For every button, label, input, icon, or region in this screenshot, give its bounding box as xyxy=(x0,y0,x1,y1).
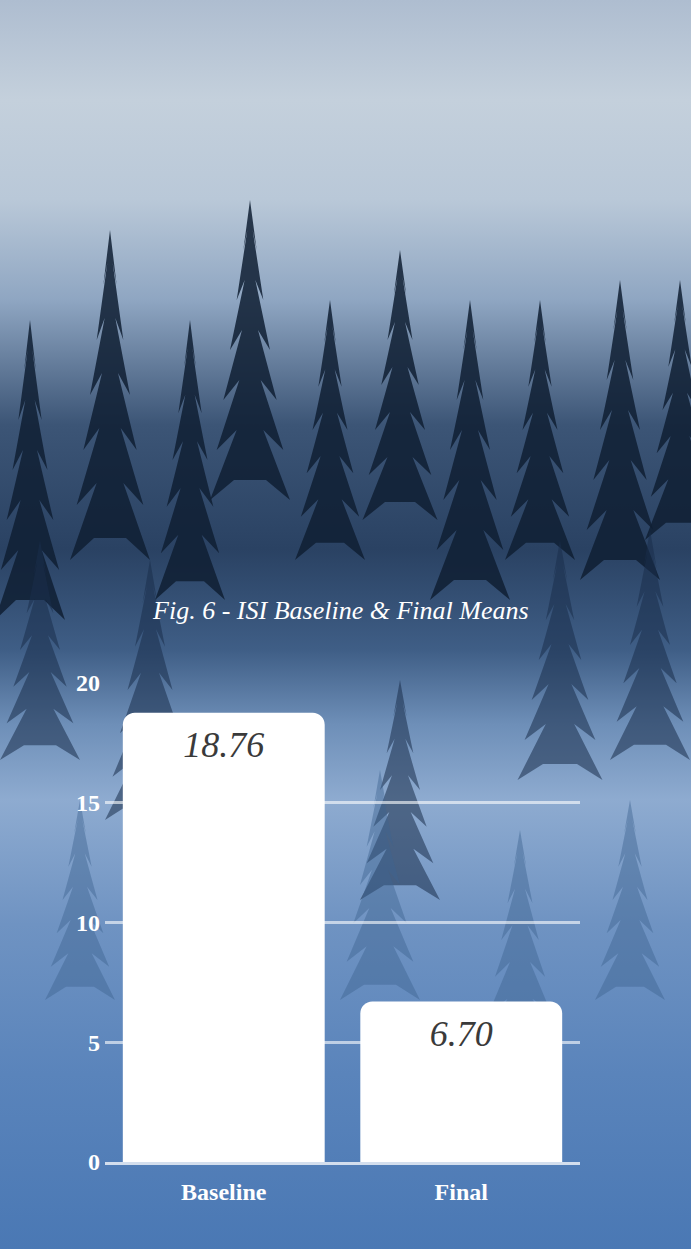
svg-text:6.70: 6.70 xyxy=(430,1014,493,1054)
svg-text:15: 15 xyxy=(76,790,100,816)
svg-text:20: 20 xyxy=(76,670,100,696)
svg-text:0: 0 xyxy=(88,1149,100,1175)
svg-text:10: 10 xyxy=(76,910,100,936)
svg-text:Fig. 6 - ISI Baseline & Final: Fig. 6 - ISI Baseline & Final Means xyxy=(152,596,528,625)
svg-text:Baseline: Baseline xyxy=(181,1179,267,1205)
svg-text:18.76: 18.76 xyxy=(183,725,264,765)
svg-text:5: 5 xyxy=(88,1030,100,1056)
svg-text:Final: Final xyxy=(435,1179,489,1205)
